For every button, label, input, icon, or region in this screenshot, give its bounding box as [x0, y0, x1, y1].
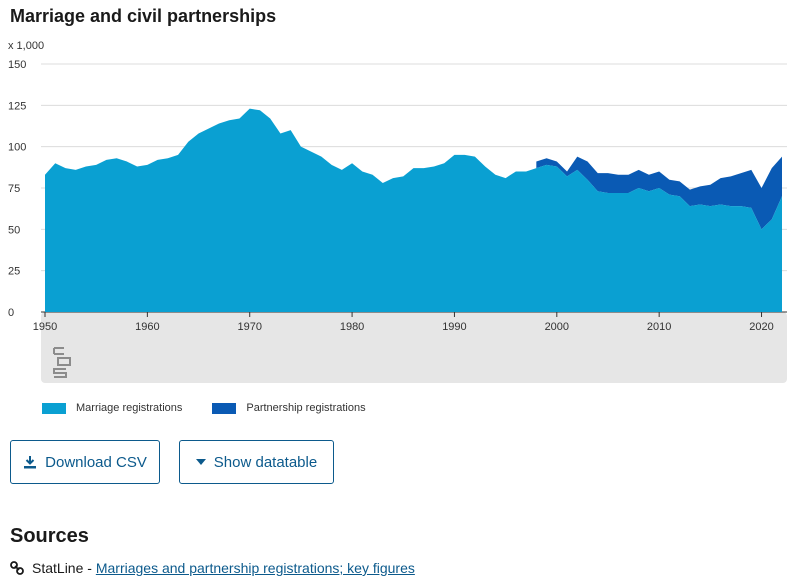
download-icon [23, 455, 37, 469]
chart-title: Marriage and civil partnerships [10, 6, 277, 26]
y-axis-unit: x 1,000 [8, 40, 45, 52]
series-area-marriage[interactable] [45, 108, 782, 312]
x-tick-label: 1980 [340, 321, 364, 333]
sources-heading: Sources [10, 525, 89, 547]
chart-footer-band [41, 312, 787, 383]
series-areas [45, 108, 782, 312]
x-tick-label: 1990 [442, 321, 466, 333]
x-tick-label: 2000 [545, 321, 569, 333]
x-tick-label: 2020 [749, 321, 773, 333]
show-datatable-label: Show datatable [213, 453, 318, 471]
download-csv-label: Download CSV [45, 453, 147, 471]
y-tick-label: 0 [8, 307, 14, 319]
y-tick-label: 50 [8, 224, 20, 236]
download-csv-button[interactable]: Download CSV [10, 440, 160, 484]
series-area-partnership[interactable] [536, 156, 782, 230]
x-tick-label: 1950 [33, 321, 57, 333]
legend-swatch-partnership [212, 402, 237, 414]
x-tick-label: 2010 [647, 321, 671, 333]
source-item: StatLine - Marriages and partnership reg… [10, 560, 415, 576]
y-tick-label: 125 [8, 100, 26, 112]
legend-item-marriage[interactable]: Marriage registrations [42, 402, 182, 414]
legend-swatch-marriage [42, 402, 66, 414]
axes: 0 25 50 75 100 125 150 1950 1960 1970 1980 1990 2000… [8, 59, 774, 333]
legend-item-partnership[interactable]: Partnership registrations [212, 402, 366, 414]
x-tick-label: 1960 [135, 321, 159, 333]
cbs-logo-icon [53, 347, 71, 378]
y-tick-label: 150 [8, 59, 26, 71]
area-chart: 0 25 50 75 100 125 150 1950 1960 1970 1980 1990 2000… [8, 59, 787, 383]
y-tick-label: 25 [8, 266, 20, 278]
caret-down-icon [195, 458, 206, 466]
x-tick-label: 1970 [237, 321, 261, 333]
show-datatable-button[interactable]: Show datatable [179, 440, 334, 484]
legend-label-partnership: Partnership registrations [246, 402, 366, 414]
y-tick-label: 75 [8, 183, 20, 195]
source-link[interactable]: Marriages and partnership registrations;… [95, 560, 415, 576]
legend-label-marriage: Marriage registrations [76, 402, 183, 414]
source-prefix: StatLine - [32, 560, 96, 576]
chart-legend: Marriage registrations Partnership regis… [42, 402, 396, 414]
y-tick-label: 100 [8, 142, 26, 154]
link-icon [10, 561, 24, 575]
